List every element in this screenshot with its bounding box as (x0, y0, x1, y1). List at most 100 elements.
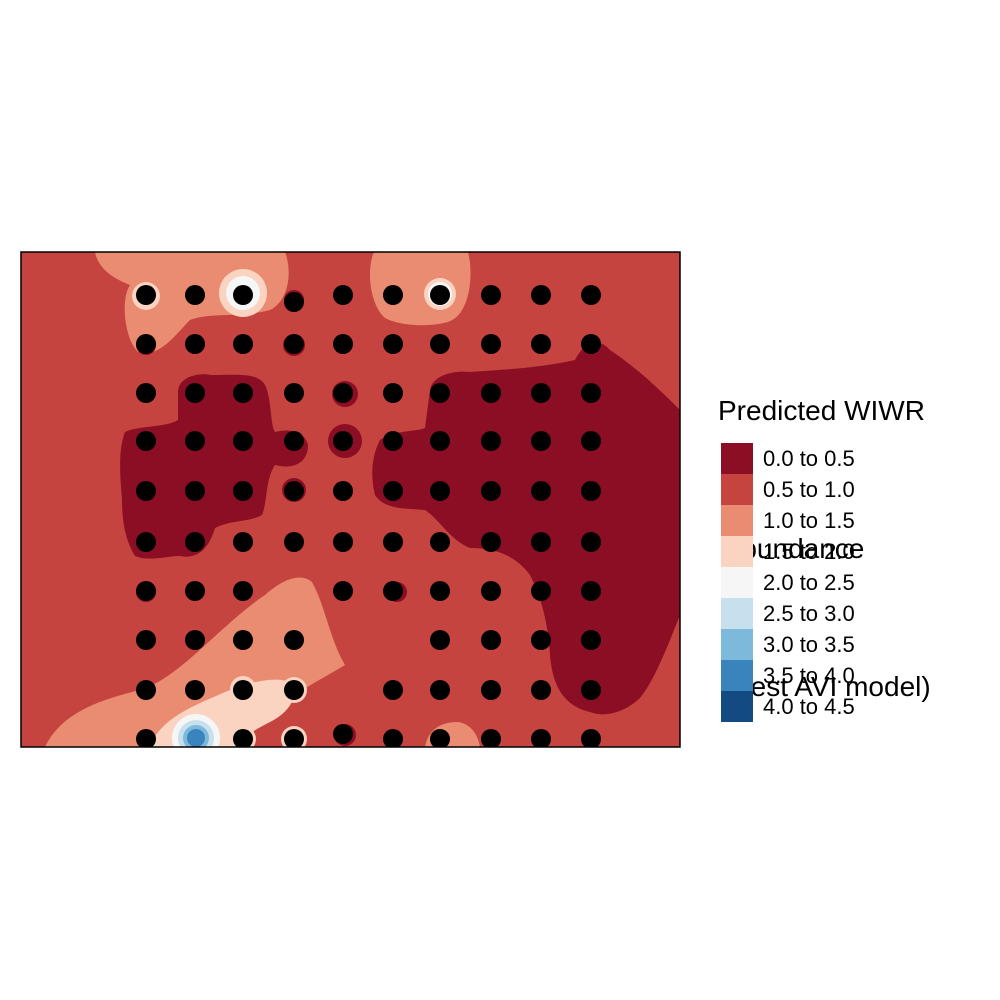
survey-point (581, 431, 601, 451)
survey-point (185, 383, 205, 403)
survey-point (481, 581, 501, 601)
survey-point (233, 532, 253, 552)
map-border (20, 251, 681, 748)
survey-point (233, 285, 253, 305)
survey-point (531, 334, 551, 354)
survey-point (136, 481, 156, 501)
survey-point (284, 680, 304, 700)
survey-point (430, 729, 450, 747)
legend-swatch (721, 536, 753, 567)
survey-point (531, 581, 551, 601)
survey-point (531, 729, 551, 747)
survey-point (383, 431, 403, 451)
legend-label: 3.0 to 3.5 (763, 631, 855, 657)
survey-point (185, 532, 205, 552)
survey-point (136, 581, 156, 601)
survey-point (136, 285, 156, 305)
survey-point (284, 481, 304, 501)
survey-point (531, 431, 551, 451)
survey-point (136, 532, 156, 552)
survey-point (284, 383, 304, 403)
legend: 0.0 to 0.5 0.5 to 1.0 1.0 to 1.5 1.5 to … (721, 443, 855, 722)
survey-point (581, 581, 601, 601)
legend-item: 3.0 to 3.5 (721, 629, 855, 660)
legend-swatch (721, 505, 753, 536)
survey-point (333, 724, 353, 744)
survey-point (185, 481, 205, 501)
survey-point (581, 481, 601, 501)
survey-point (233, 729, 253, 747)
survey-point (430, 285, 450, 305)
survey-point (333, 285, 353, 305)
survey-point (581, 680, 601, 700)
survey-point (333, 581, 353, 601)
survey-point (233, 431, 253, 451)
survey-point (233, 680, 253, 700)
map-panel (21, 252, 680, 747)
survey-point (284, 292, 304, 312)
legend-item: 2.5 to 3.0 (721, 598, 855, 629)
legend-item: 3.5 to 4.0 (721, 660, 855, 691)
survey-point (136, 729, 156, 747)
survey-point (531, 630, 551, 650)
survey-point (333, 383, 353, 403)
legend-label: 0.5 to 1.0 (763, 476, 855, 502)
survey-point (481, 532, 501, 552)
survey-point (481, 630, 501, 650)
survey-point (185, 680, 205, 700)
survey-point (185, 581, 205, 601)
legend-item: 2.0 to 2.5 (721, 567, 855, 598)
survey-point (233, 334, 253, 354)
survey-point (383, 334, 403, 354)
survey-point (481, 729, 501, 747)
legend-swatch (721, 691, 753, 722)
zone-left-0.0-0.5 (120, 374, 308, 559)
survey-point (233, 630, 253, 650)
legend-swatch (721, 598, 753, 629)
survey-point (284, 334, 304, 354)
survey-point (430, 481, 450, 501)
survey-point (481, 680, 501, 700)
survey-point (531, 680, 551, 700)
legend-label: 4.0 to 4.5 (763, 693, 855, 719)
hotspot-3.5-4.0 (187, 729, 205, 747)
survey-point (185, 431, 205, 451)
survey-point (333, 532, 353, 552)
survey-point (430, 431, 450, 451)
survey-point (233, 383, 253, 403)
legend-item: 1.5 to 2.0 (721, 536, 855, 567)
survey-point (581, 630, 601, 650)
survey-point (481, 431, 501, 451)
survey-point (430, 334, 450, 354)
legend-label: 1.0 to 1.5 (763, 507, 855, 533)
survey-point (383, 383, 403, 403)
survey-point (383, 532, 403, 552)
survey-point (333, 334, 353, 354)
survey-point (136, 334, 156, 354)
survey-point (531, 383, 551, 403)
survey-point (284, 729, 304, 747)
legend-label: 0.0 to 0.5 (763, 445, 855, 471)
legend-label: 2.0 to 2.5 (763, 569, 855, 595)
legend-item: 1.0 to 1.5 (721, 505, 855, 536)
survey-point (185, 285, 205, 305)
survey-point (284, 630, 304, 650)
survey-point (481, 334, 501, 354)
survey-point (531, 285, 551, 305)
survey-point (383, 285, 403, 305)
survey-points (136, 285, 601, 747)
legend-swatch (721, 629, 753, 660)
legend-label: 1.5 to 2.0 (763, 538, 855, 564)
legend-title-line-1: Predicted WIWR (718, 395, 925, 426)
survey-point (531, 481, 551, 501)
survey-point (430, 383, 450, 403)
survey-point (185, 630, 205, 650)
survey-point (581, 729, 601, 747)
survey-point (430, 532, 450, 552)
zone-right-0.0-0.5 (372, 342, 680, 715)
survey-point (333, 481, 353, 501)
legend-swatch (721, 660, 753, 691)
survey-point (581, 383, 601, 403)
legend-item: 0.0 to 0.5 (721, 443, 855, 474)
